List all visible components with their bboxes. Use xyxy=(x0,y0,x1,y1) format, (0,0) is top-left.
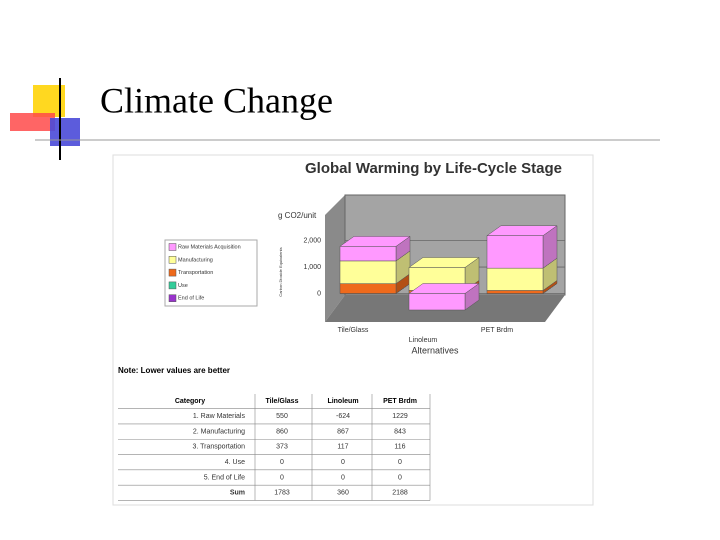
bar xyxy=(486,235,544,269)
table-cell: 860 xyxy=(276,428,288,435)
legend xyxy=(164,239,258,307)
deco-bar xyxy=(10,113,55,131)
table-cell: 0 xyxy=(341,459,345,466)
table-cell: 1. Raw Materials xyxy=(193,413,246,420)
table-header: Tile/Glass xyxy=(266,398,299,405)
x-tick-label: PET Brdm xyxy=(481,327,513,334)
y-axis-sublabel: Carbon Dioxide Equivalents xyxy=(278,247,283,296)
y-tick-label: 2,000 xyxy=(303,237,321,244)
table-cell: -624 xyxy=(336,413,350,420)
bar xyxy=(339,283,397,294)
deco-square xyxy=(50,118,80,146)
y-tick-label: 1,000 xyxy=(303,264,321,271)
table-cell: Sum xyxy=(230,490,245,497)
slide-title: Climate Change xyxy=(100,80,333,120)
table-header: Category xyxy=(175,398,205,405)
note: Note: Lower values are better xyxy=(118,366,230,375)
y-tick-label: 0 xyxy=(317,290,321,297)
x-tick-label: Linoleum xyxy=(409,337,438,344)
table-cell: 5. End of Life xyxy=(204,474,245,481)
table-cell: 2188 xyxy=(392,490,408,497)
table-cell: 3. Transportation xyxy=(192,444,245,451)
table-cell: 1229 xyxy=(392,413,408,420)
legend-label: Raw Materials Acquisition xyxy=(178,244,241,250)
x-tick-label: Tile/Glass xyxy=(338,327,369,334)
bar xyxy=(339,260,397,284)
legend-swatch xyxy=(168,294,177,302)
legend-label: Transportation xyxy=(178,270,213,276)
table-cell: 1783 xyxy=(274,490,290,497)
table: Category Tile/Glass Linoleum PET Brdm 1. Raw… xyxy=(118,394,431,501)
table-cell: 0 xyxy=(398,459,402,466)
bar xyxy=(408,293,466,311)
legend-swatch xyxy=(168,243,177,251)
table-cell: 843 xyxy=(394,428,406,435)
legend-swatch xyxy=(168,256,177,264)
y-axis-label: g CO2/unit xyxy=(278,211,317,220)
table-cell: 0 xyxy=(280,474,284,481)
table-cell: 117 xyxy=(337,444,348,451)
table-cell: 2. Manufacturing xyxy=(193,428,245,435)
legend-label: Use xyxy=(178,283,188,289)
table-header: PET Brdm xyxy=(383,398,417,405)
legend-label: Manufacturing xyxy=(178,257,213,263)
x-axis-label: Alternatives xyxy=(411,345,459,355)
table-cell: 116 xyxy=(394,444,405,451)
table-cell: 373 xyxy=(276,444,288,451)
table-cell: 0 xyxy=(280,459,284,466)
table-cell: 550 xyxy=(276,413,288,420)
legend-swatch xyxy=(168,268,177,277)
bar xyxy=(339,246,397,262)
legend-label: End of Life xyxy=(178,296,204,302)
table-cell: 0 xyxy=(398,474,402,481)
table-cell: 867 xyxy=(337,428,349,435)
table-cell: 4. Use xyxy=(225,459,245,466)
legend-swatch xyxy=(168,281,177,290)
bar xyxy=(486,290,544,294)
table-header: Linoleum xyxy=(327,398,358,405)
table-cell: 0 xyxy=(341,474,345,481)
chart-title: Global Warming by Life-Cycle Stage xyxy=(305,160,562,177)
table-cell: 360 xyxy=(337,490,349,497)
bar xyxy=(486,267,544,291)
